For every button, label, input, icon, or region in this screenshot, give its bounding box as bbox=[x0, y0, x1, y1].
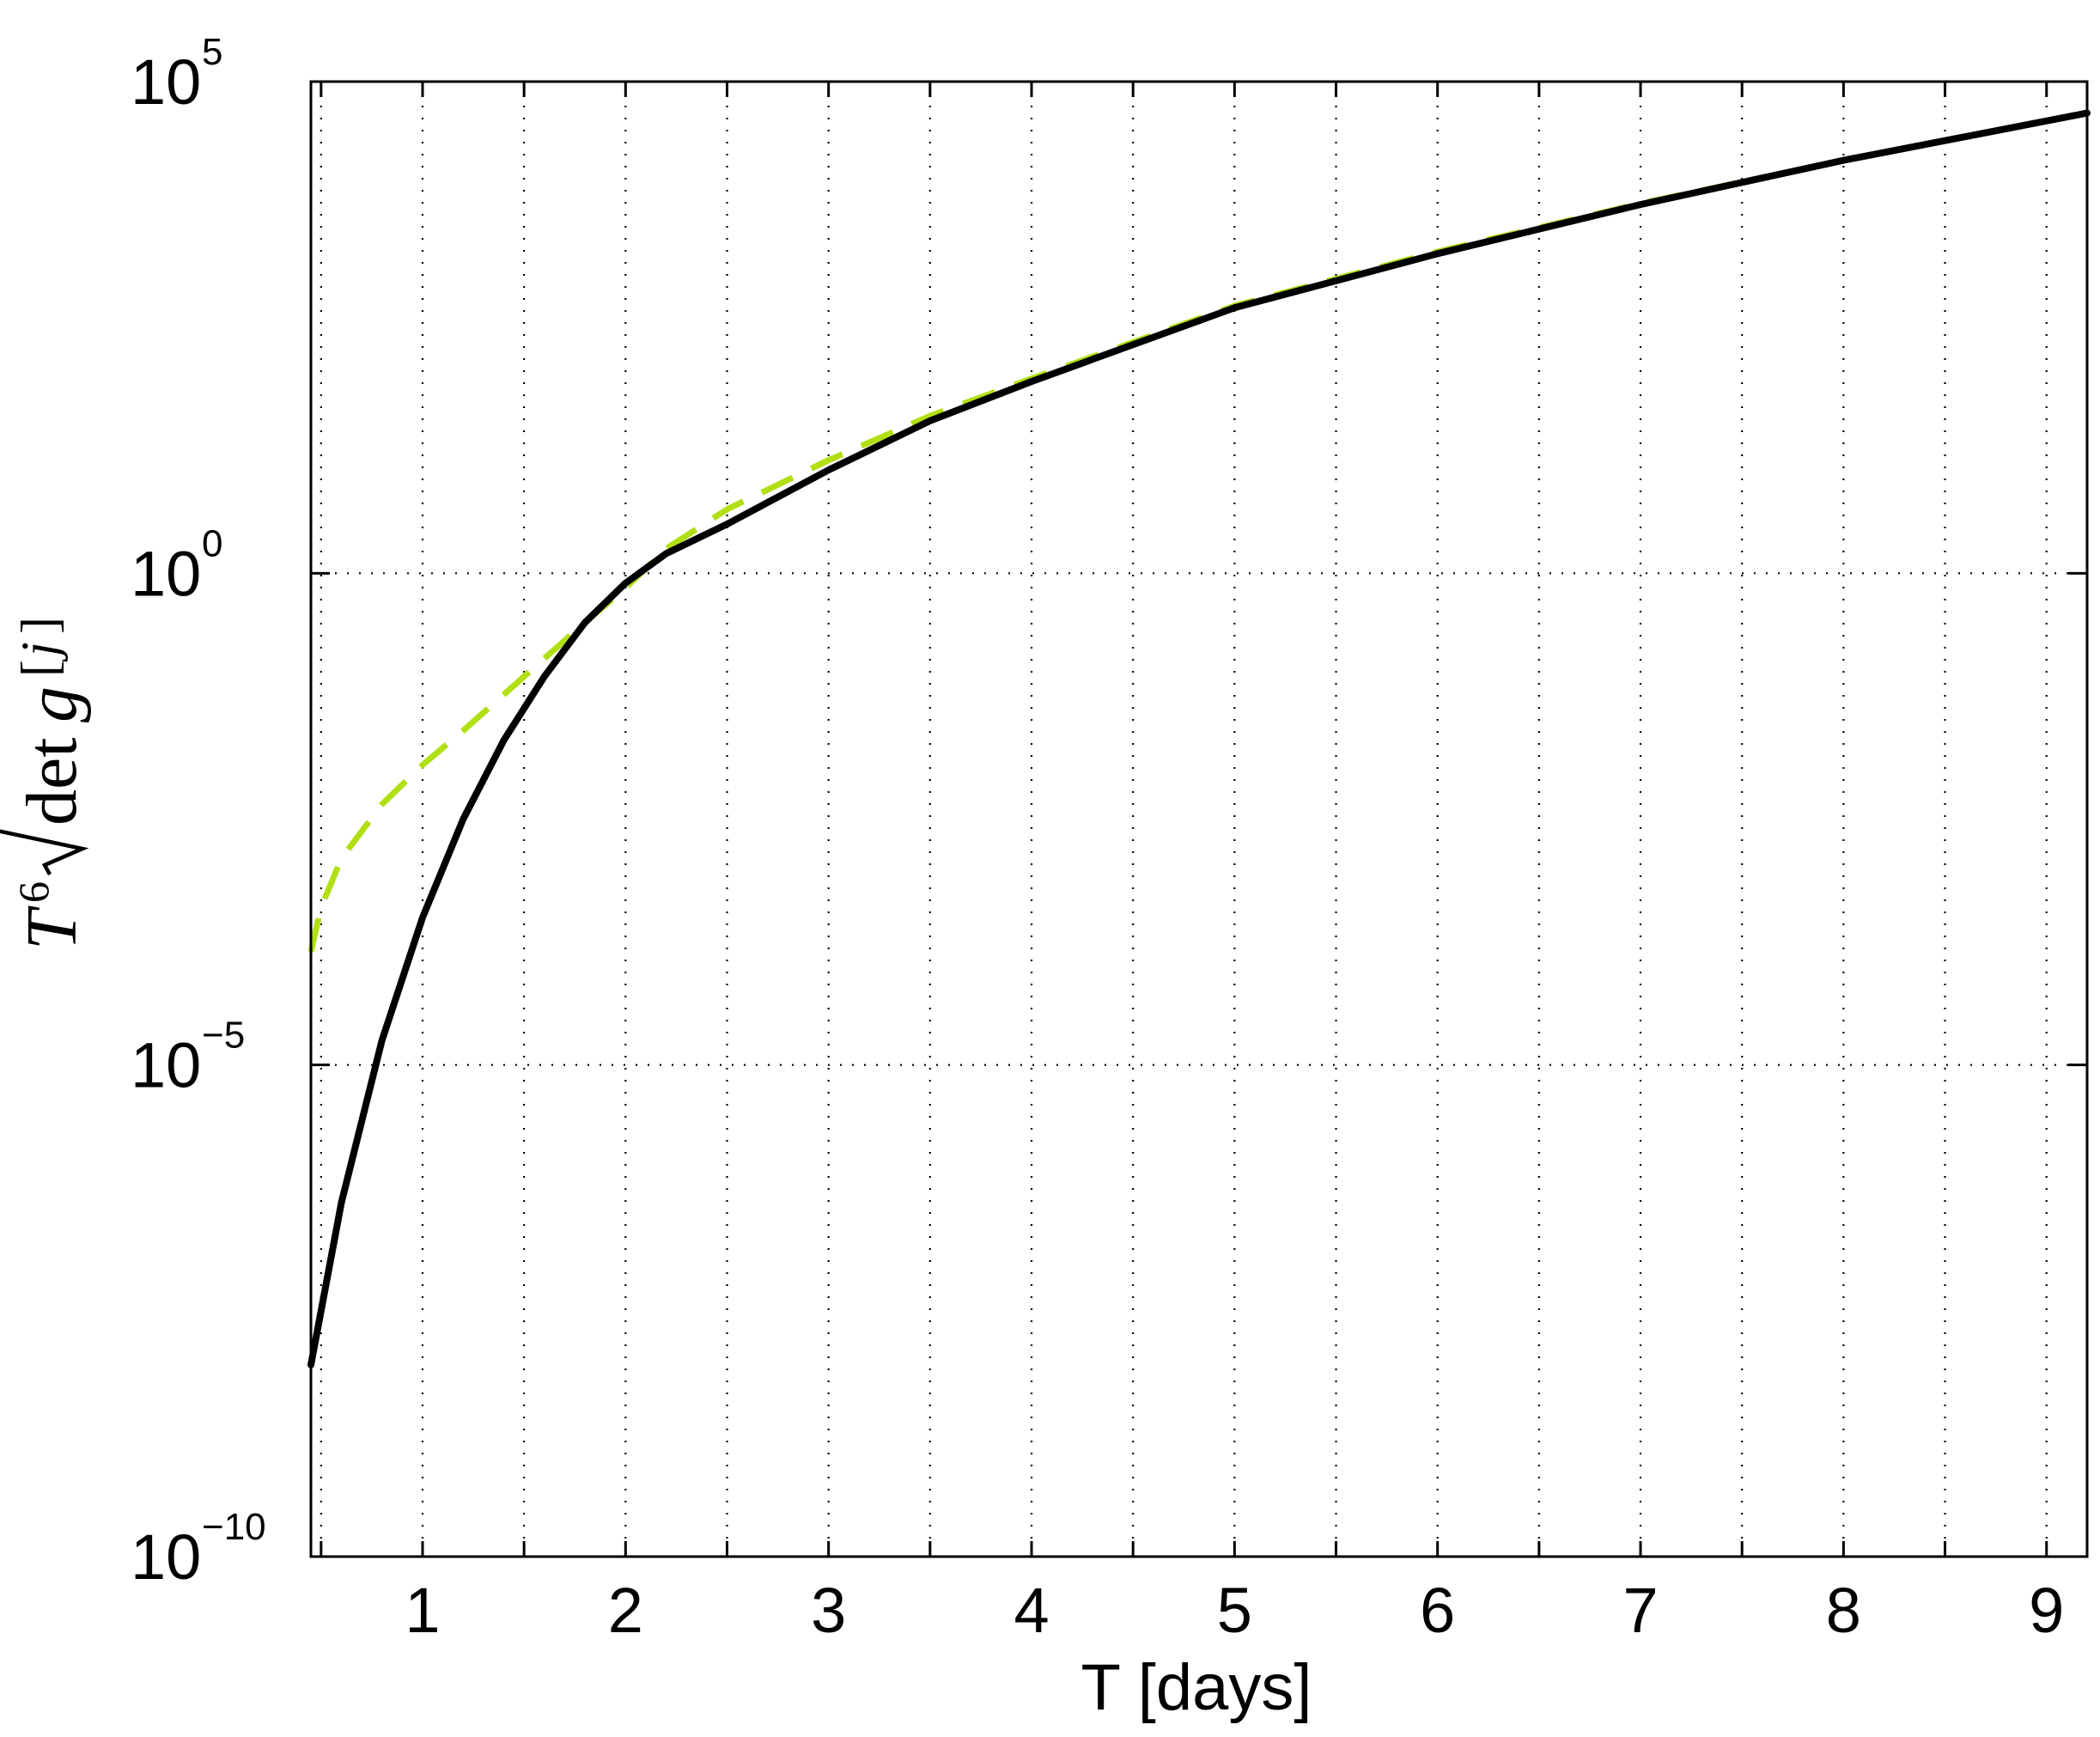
y-tick-label: 10 0 bbox=[131, 522, 222, 609]
x-tick-label: 1 bbox=[405, 1575, 440, 1646]
y-tick-label: 10 −5 bbox=[131, 1015, 245, 1101]
y-tick-label-base: 10 bbox=[131, 46, 201, 118]
y-axis-title: T 6 det g [ j ] bbox=[0, 589, 92, 950]
x-tick-label: 5 bbox=[1217, 1575, 1252, 1646]
y-tick-label-exp: −5 bbox=[202, 1015, 245, 1057]
x-axis-title: T [days] bbox=[1081, 1651, 1312, 1724]
x-tick-label: 8 bbox=[1826, 1575, 1861, 1646]
y-tick-label: 10 5 bbox=[131, 31, 222, 118]
grid-layer bbox=[311, 82, 2087, 1557]
y-tick-label-base: 10 bbox=[131, 1521, 201, 1593]
y-axis-title-bracket-open: [ bbox=[11, 660, 68, 677]
y-tick-label-base: 10 bbox=[131, 1030, 201, 1101]
x-tick-label: 7 bbox=[1622, 1575, 1658, 1646]
y-axis-title-power: 6 bbox=[9, 881, 58, 903]
y-axis-title-bracket-close: ] bbox=[11, 617, 68, 634]
y-tick-label-exp: 5 bbox=[202, 31, 222, 73]
series-layer bbox=[307, 109, 2091, 1368]
x-tick-label: 3 bbox=[811, 1575, 846, 1646]
x-tick-label: 2 bbox=[608, 1575, 643, 1646]
y-axis-title-radicand-var: g bbox=[12, 686, 92, 722]
y-tick-label-exp: −10 bbox=[202, 1506, 266, 1548]
y-axis-title-base: T bbox=[12, 905, 92, 950]
y-tick-label: 10 −10 bbox=[131, 1506, 266, 1593]
y-axis-title-radicand-func: det bbox=[12, 737, 92, 826]
x-tick-label: 6 bbox=[1420, 1575, 1455, 1646]
radical-sign bbox=[0, 589, 89, 876]
x-tick-label: 9 bbox=[2029, 1575, 2064, 1646]
y-tick-label-base: 10 bbox=[131, 538, 201, 609]
x-tick-label: 4 bbox=[1013, 1575, 1049, 1646]
series-line-solid bbox=[307, 109, 2091, 1368]
tick-layer bbox=[311, 80, 2087, 1558]
plot-frame bbox=[309, 80, 2089, 1558]
y-tick-label-exp: 0 bbox=[202, 522, 222, 564]
